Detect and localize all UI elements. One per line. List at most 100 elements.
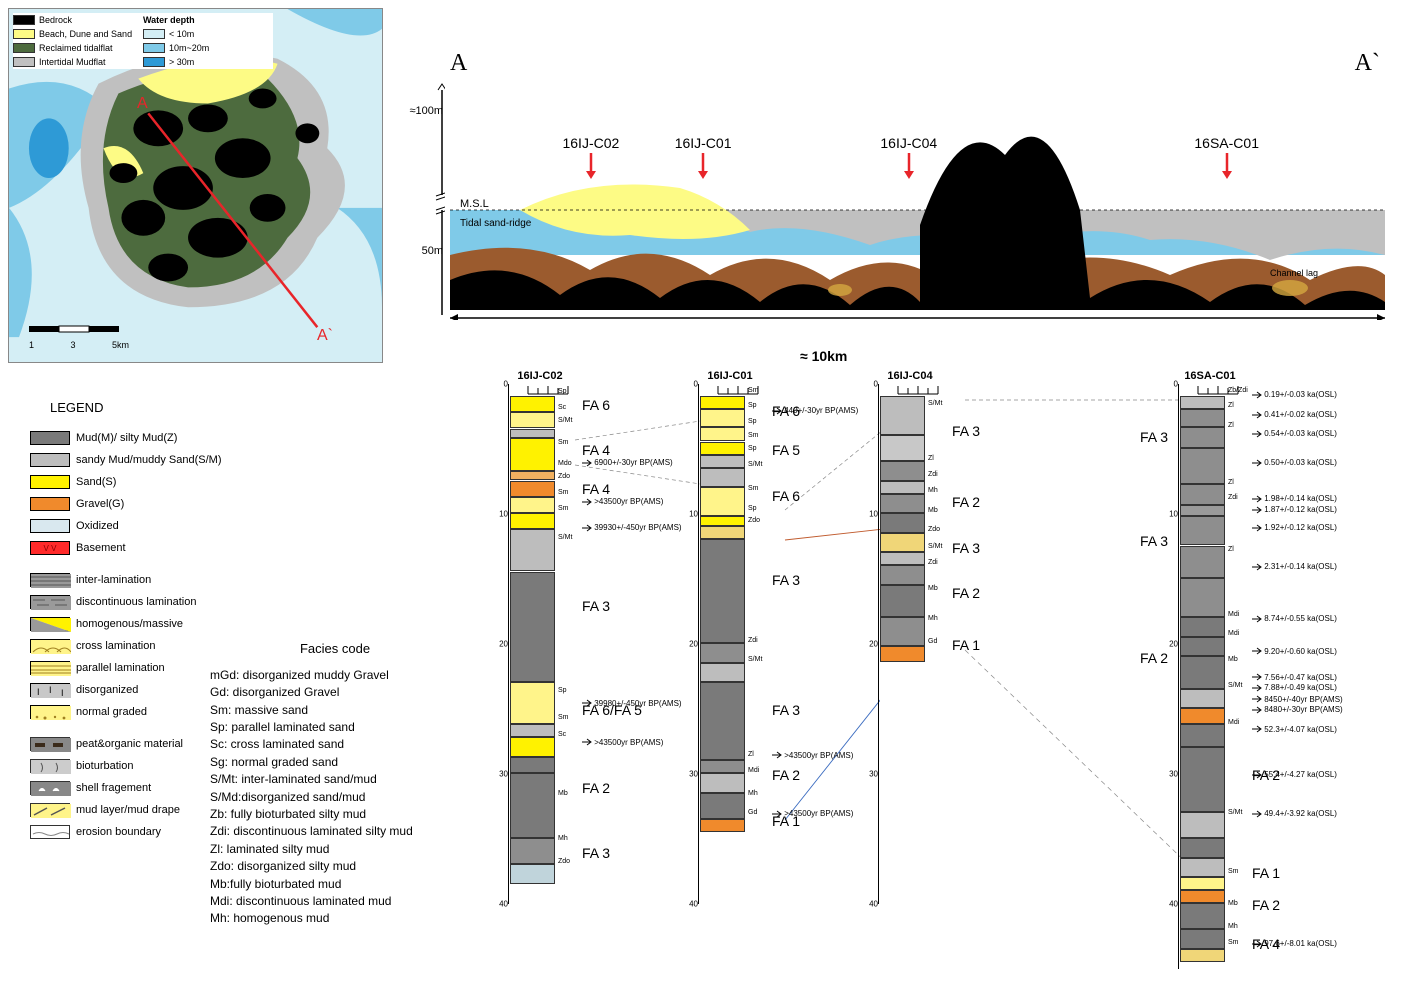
fa-label: FA 1 xyxy=(952,637,980,653)
lith-code: Sm xyxy=(1228,868,1239,875)
depth-tick: 20 xyxy=(499,640,508,649)
lith-code: Zl xyxy=(748,751,754,758)
lith-code: S/Mt xyxy=(928,400,942,407)
core-unit xyxy=(1180,877,1225,890)
lith-code: Gd xyxy=(928,638,937,645)
fa-label: FA 6 xyxy=(772,488,800,504)
core-log-C01: 16IJ-C01 010203040 SmSpSpSmSpS/MtSmSpZdo… xyxy=(700,370,760,916)
lith-code: S/Mt xyxy=(748,656,762,663)
core-depth-axis: 010203040 xyxy=(1164,384,1178,969)
fa-label: FA 2 xyxy=(772,767,800,783)
transect-A-label: A xyxy=(137,95,148,113)
core-unit xyxy=(510,497,555,513)
lith-code: Sp xyxy=(748,445,757,452)
core-depth-axis: 010203040 xyxy=(494,384,508,904)
core-unit xyxy=(1180,409,1225,427)
lith-code: Sm xyxy=(558,489,569,496)
core-annotation: >43500yr BP(AMS) xyxy=(772,809,853,818)
lith-code: Zl xyxy=(1228,402,1234,409)
core-unit xyxy=(880,435,925,461)
facies-code-item: Sc: cross laminated sand xyxy=(210,736,460,753)
fa-label: FA 6 xyxy=(582,397,610,413)
core-unit xyxy=(510,412,555,429)
core-unit xyxy=(1180,637,1225,657)
lith-code: Sp xyxy=(748,418,757,425)
core-annotation: 8.74+/-0.55 ka(OSL) xyxy=(1252,614,1337,623)
core-unit xyxy=(880,552,925,565)
core-unit xyxy=(880,494,925,514)
legend-struct-item: homogenous/massive xyxy=(30,613,470,635)
core-unit xyxy=(700,468,745,488)
depth-tick: 40 xyxy=(1169,900,1178,909)
core-logs: 16IJ-C02 010203040 SpScS/MtSmMdoZdoSmSmS… xyxy=(480,370,1400,960)
core-unit xyxy=(510,737,555,758)
facies-code-item: S/Mt: inter-laminated sand/mud xyxy=(210,771,460,788)
core-unit xyxy=(510,757,555,773)
core-unit xyxy=(510,864,555,884)
core-unit xyxy=(1180,505,1225,515)
map-legend-depth-item: > 30m xyxy=(143,55,273,69)
core-log-SA: 16SA-C01 010203040 Zb/ZdiZlZlZlZdiZlMdiM… xyxy=(1180,370,1240,981)
legend-lith-item: V VBasement xyxy=(30,537,470,559)
core-unit xyxy=(1180,890,1225,903)
core-unit xyxy=(1180,546,1225,579)
core-unit xyxy=(510,724,555,737)
legend-title: LEGEND xyxy=(50,400,470,415)
lith-code: Mh xyxy=(748,790,758,797)
cs-svg xyxy=(450,80,1385,320)
lith-code: Zdo xyxy=(928,526,940,533)
core-annotation: 97.6+/-8.01 ka(OSL) xyxy=(1252,939,1337,948)
lith-code: Mdi xyxy=(1228,611,1239,618)
core-unit xyxy=(1180,858,1225,878)
fa-label: FA 2 xyxy=(1252,897,1280,913)
lith-code: Sm xyxy=(558,714,569,721)
core-annotation: 52.3+/-4.07 ka(OSL) xyxy=(1252,725,1337,734)
depth-tick: 30 xyxy=(869,770,878,779)
core-unit xyxy=(1180,427,1225,448)
lith-code: Zdi xyxy=(928,559,938,566)
scale-tick: 1 xyxy=(29,340,34,350)
core-annotation: 1.92+/-0.12 ka(OSL) xyxy=(1252,523,1337,532)
lith-code: Mb xyxy=(928,507,938,514)
core-unit xyxy=(510,682,555,724)
lith-code: S/Mt xyxy=(558,534,572,541)
lith-code: Sp xyxy=(748,505,757,512)
core-unit xyxy=(880,513,925,533)
depth-tick: 40 xyxy=(499,900,508,909)
core-title: 16IJ-C04 xyxy=(880,370,940,382)
lith-code: Sp xyxy=(558,687,567,694)
map-legend-item: Reclaimed tidalflat xyxy=(13,41,143,55)
core-annotation: 6900+/-30yr BP(AMS) xyxy=(582,458,673,467)
map-scale: 135km xyxy=(29,322,149,350)
core-column xyxy=(1180,396,1225,981)
facies-code-item: Sg: normal graded sand xyxy=(210,754,460,771)
map-legend-depth-item: 10m~20m xyxy=(143,41,273,55)
depth-tick: 30 xyxy=(689,770,698,779)
core-annotation: 55.4+/-4.27 ka(OSL) xyxy=(1252,770,1337,779)
fa-label: FA 4 xyxy=(582,442,610,458)
core-unit xyxy=(1180,708,1225,724)
map-legend-item: Beach, Dune and Sand xyxy=(13,27,143,41)
core-log-C02: 16IJ-C02 010203040 SpScS/MtSmMdoZdoSmSmS… xyxy=(510,370,570,916)
lith-code: Mdo xyxy=(558,460,572,467)
fa-label: FA 3 xyxy=(582,845,610,861)
lith-code: Sm xyxy=(1228,939,1239,946)
lith-code: Zdo xyxy=(558,858,570,865)
lith-code: Gd xyxy=(748,809,757,816)
core-title: 16IJ-C02 xyxy=(510,370,570,382)
depth-tick: 10 xyxy=(689,510,698,519)
core-unit xyxy=(510,773,555,838)
msl-label: M.S.L xyxy=(460,198,489,210)
core-unit xyxy=(1180,949,1225,962)
channel-lag-label: Channel lag xyxy=(1270,268,1318,278)
depth-tick: 10 xyxy=(499,510,508,519)
core-unit xyxy=(1180,903,1225,929)
depth-tick: 30 xyxy=(1169,770,1178,779)
core-unit xyxy=(1180,448,1225,484)
depth-tick: 10 xyxy=(869,510,878,519)
core-annotation: 1.98+/-0.14 ka(OSL) xyxy=(1252,494,1337,503)
lith-code: Sm xyxy=(748,485,759,492)
lith-code: S/Mt xyxy=(1228,682,1242,689)
lith-code: S/Mt xyxy=(748,461,762,468)
core-annotation: 1.87+/-0.12 ka(OSL) xyxy=(1252,505,1337,514)
